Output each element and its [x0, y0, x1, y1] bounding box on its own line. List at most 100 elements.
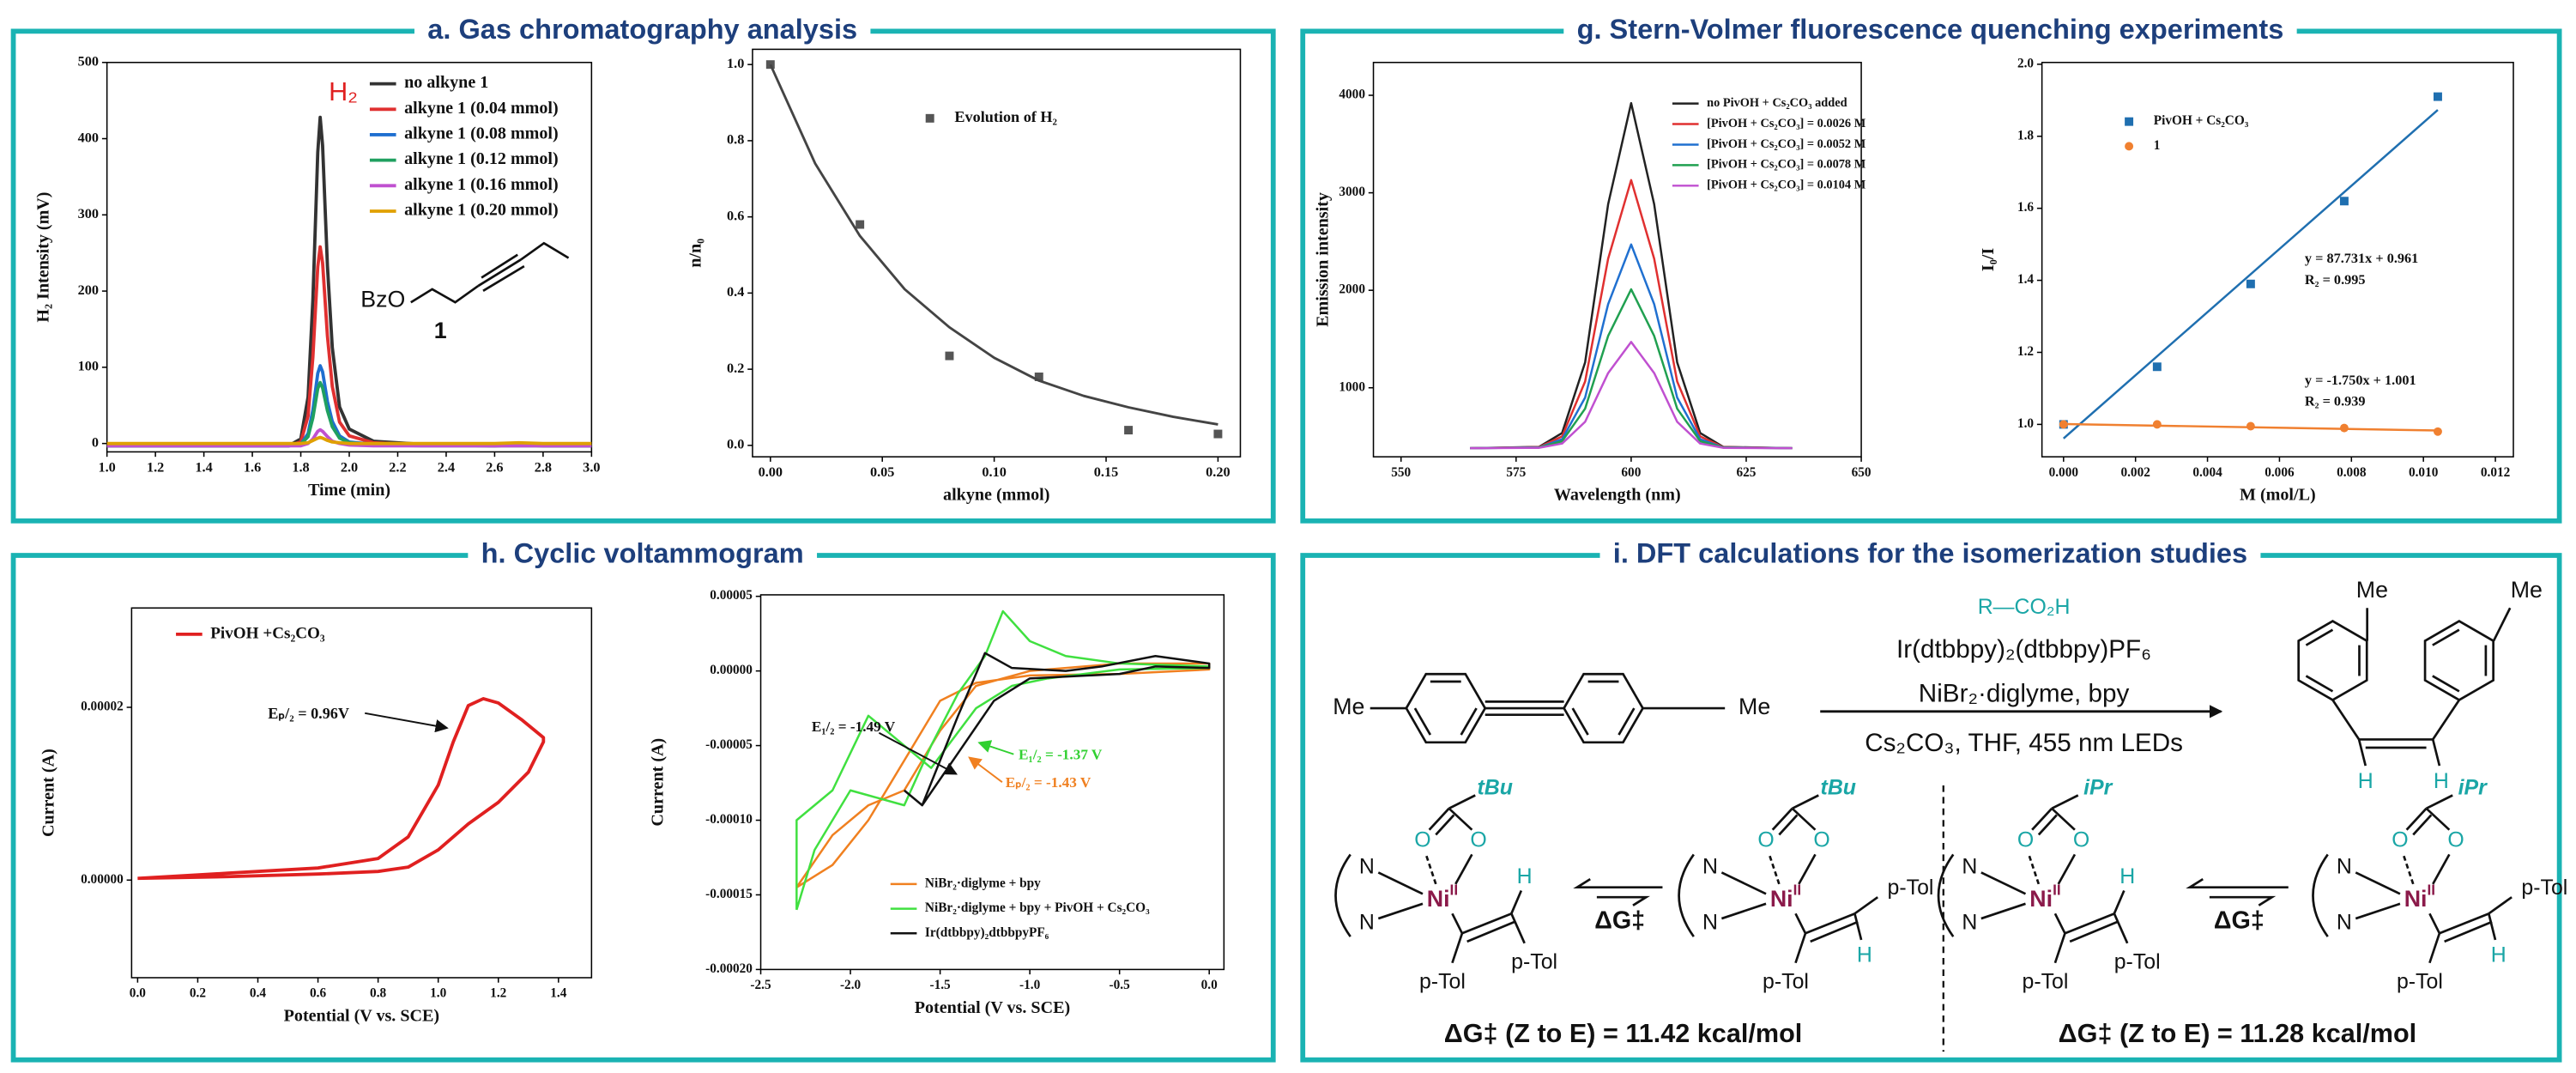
metal: Ni	[2404, 886, 2428, 912]
oxidation-state: II	[1450, 881, 1459, 898]
bond	[2432, 675, 2460, 693]
x-tick-label: 1.2	[147, 459, 164, 475]
bond	[2425, 794, 2453, 810]
bond	[2492, 607, 2512, 642]
legend-label: no PivOH + Cs₂CO₃ added	[1707, 96, 1847, 110]
bond	[2113, 912, 2129, 944]
metal: Ni	[2029, 886, 2053, 912]
y-tick-label: 3000	[1339, 185, 1365, 199]
bond	[2439, 912, 2489, 935]
series-line	[1470, 179, 1793, 450]
x-tick-label: 650	[1852, 465, 1872, 480]
y-tick-label: 0.00000	[710, 663, 753, 677]
equilibrium-arrow	[2209, 895, 2277, 906]
data-point	[2433, 427, 2442, 436]
x-tick-label: 0.05	[870, 464, 894, 480]
data-point	[1213, 429, 1223, 439]
chem-label: p-Tol	[2397, 969, 2443, 993]
chem-label: iPr	[2083, 775, 2113, 799]
plot-frame	[1372, 61, 1862, 458]
bond	[2405, 807, 2428, 831]
bond	[2305, 675, 2334, 693]
chart: 0.00 0.05 0.10 0.15 0.20 0.0 0.2 0.4 0.6 0.8 1.0 al…	[686, 48, 1242, 505]
x-tick-label: 0.010	[2409, 465, 2439, 480]
y-tick-label: 0.0	[727, 437, 744, 452]
x-tick-label: 600	[1621, 465, 1641, 480]
chart: 0.0 0.2 0.4 0.6 0.8 1.0 1.2 1.4 0.00000 0.00002 Po…	[39, 607, 593, 1026]
legend-label: [PivOH + Cs₂CO₃] = 0.0052 M	[1707, 137, 1866, 151]
plot-frame	[130, 607, 593, 979]
bond	[2357, 739, 2367, 767]
series-line	[106, 427, 592, 448]
chem-label: H	[1517, 864, 1533, 888]
legend-label: Ir(dtbbpy)₂dtbbpyPF₆	[925, 925, 1049, 940]
y-tick-label: -0.00015	[705, 887, 753, 901]
bond	[2053, 912, 2066, 934]
series-line	[106, 435, 592, 446]
y-tick-label: 0.00000	[81, 872, 124, 887]
annotation: H₂	[329, 77, 358, 106]
annotation-arrow	[977, 740, 1014, 755]
legend-label: 1	[2154, 138, 2161, 153]
data-point	[2152, 362, 2162, 372]
ring	[2423, 620, 2494, 702]
bond	[1451, 932, 1464, 964]
x-tick-label: 625	[1737, 465, 1757, 480]
y-axis-title: Emission intensity	[1314, 192, 1333, 327]
chem-label: p-Tol	[2023, 969, 2069, 993]
annotation: R₂ = 0.995	[2305, 272, 2366, 288]
bond	[1413, 707, 1432, 736]
x-tick-label: 0.006	[2265, 465, 2295, 480]
y-tick-label: 2.0	[2017, 56, 2034, 70]
title-backing	[1563, 21, 2297, 41]
y-tick-label: 1000	[1339, 379, 1365, 394]
chem-label: O	[2073, 828, 2089, 852]
x-tick-label: 0.00	[759, 464, 783, 480]
bond	[1798, 853, 1817, 885]
chart: 1.0 1.2 1.4 1.6 1.8 2.0 2.2 2.4 2.6 2.8 3.0 0 100 200…	[34, 53, 601, 499]
bipyridine-arc	[1937, 853, 1955, 937]
bond	[2051, 794, 2079, 810]
bond	[2444, 920, 2493, 943]
plot-frame	[752, 48, 1242, 458]
y-tick-label: 1.2	[2017, 344, 2034, 359]
chem-label: Me	[1738, 694, 1770, 719]
panel-title: a. Gas chromatography analysis	[427, 14, 857, 45]
y-axis-title: Current (A)	[39, 749, 57, 837]
y-tick-label: 500	[78, 53, 99, 69]
chem-label: N	[2337, 910, 2352, 934]
series-line	[795, 662, 1211, 888]
legend-label: Evolution of H₂	[954, 108, 1057, 125]
bond	[2331, 699, 2361, 741]
bond	[1448, 794, 1476, 810]
bond	[2069, 920, 2119, 943]
bond	[1461, 912, 1512, 935]
bond	[1424, 853, 1437, 885]
metal-label: NiII	[1770, 881, 1801, 912]
ring	[2297, 620, 2368, 702]
bond	[1460, 707, 1478, 736]
series-line	[106, 245, 592, 448]
bond	[2432, 699, 2460, 741]
panel-title: h. Cyclic voltammogram	[481, 538, 804, 569]
annotation-arrow	[968, 756, 1003, 783]
legend-label: [PivOH + Cs₂CO₃] = 0.0026 M	[1707, 117, 1866, 130]
x-tick-label: 0.8	[370, 986, 386, 1001]
chem-label: Cs₂CO₃, THF, 455 nm LEDs	[1865, 729, 2183, 757]
bipyridine-arc	[1678, 853, 1695, 937]
bond	[2031, 807, 2053, 831]
chem-label: iPr	[2458, 775, 2488, 799]
bond	[1510, 889, 1523, 914]
legend-label: NiBr₂·diglyme + bpy	[925, 876, 1041, 890]
annotation: y = 87.731x + 0.961	[2305, 251, 2418, 266]
chem-label: R—CO₂H	[1978, 595, 2071, 619]
chem-label: O	[1414, 828, 1430, 852]
series-line	[1470, 101, 1793, 450]
bond	[1791, 807, 1817, 831]
chem-label: NiBr₂·diglyme, bpy	[1919, 680, 2130, 708]
x-tick-label: 1.0	[430, 986, 446, 1001]
bond	[1805, 912, 1855, 935]
bond	[520, 241, 570, 261]
chart: 0.000 0.002 0.004 0.006 0.008 0.010 0.012 1.0 1.…	[1979, 56, 2514, 505]
metal: Ni	[1427, 886, 1450, 912]
